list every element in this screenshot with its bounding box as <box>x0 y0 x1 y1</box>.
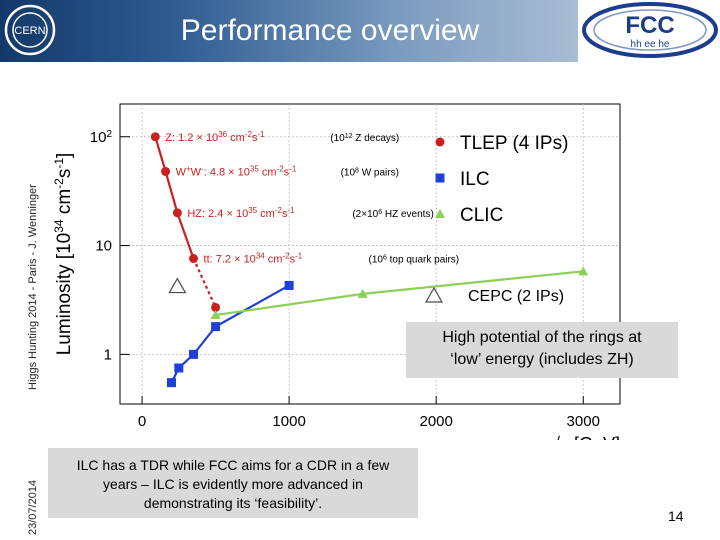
plot-frame <box>119 103 621 405</box>
annotation-z: Z: 1.2 × 1036 cm-2s-1 <box>165 129 265 144</box>
annotation-extra-tt: (106 top quark pairs) <box>369 254 460 265</box>
data-point-tlep-1 <box>161 166 171 176</box>
data-point-ilc-2 <box>189 349 199 359</box>
x-tick-label-1: 1000 <box>272 413 305 430</box>
luminosity-chart: 0 1000 2000 3000 1 10 102 √s [GeV] Luminosity [1… <box>52 103 621 440</box>
sidebar-footer-text: Higgs Hunting 2014 - Paris - J. Wenninge… <box>27 184 39 390</box>
potential-note-line1: High potential of the rings at <box>442 329 642 346</box>
fcc-logo-subtext: hh ee he <box>631 39 670 50</box>
annotation-layer: Z: 1.2 × 1036 cm-2s-1 (1012 Z decays) W+W-… <box>165 129 459 265</box>
data-point-clic-1 <box>357 288 368 298</box>
legend-label-ilc: ILC <box>460 169 490 190</box>
legend-marker-ilc <box>435 173 445 183</box>
data-point-tlep-3 <box>189 254 199 264</box>
potential-note: High potential of the rings at ‘low’ ene… <box>406 322 678 378</box>
fcc-logo: FCC hh ee he <box>582 2 718 58</box>
legend-label-tlep: TLEP (4 IPs) <box>460 133 568 154</box>
series-dotted-tail-tlep <box>192 258 217 308</box>
fcc-logo-text: FCC <box>625 12 674 39</box>
data-point-ilc-0 <box>166 378 176 388</box>
data-point-cepc-0 <box>168 277 187 294</box>
series-line-tlep <box>154 136 195 259</box>
annotation-extra-hz: (2×106 HZ events) <box>352 208 433 220</box>
series-layer <box>150 132 589 388</box>
data-point-ilc-1 <box>174 363 184 373</box>
annotation-extra-ww: (108 W pairs) <box>341 167 399 179</box>
data-point-tlep-0 <box>150 132 160 142</box>
y-tick-label-0: 1 <box>104 346 112 363</box>
series-line-ilc <box>170 284 290 384</box>
legend-layer: TLEP (4 IPs) ILC CLIC CEPC (2 IPs) <box>424 133 568 305</box>
cern-logo: CERN <box>4 4 56 56</box>
annotation-hz: HZ: 2.4 × 1035 cm-2s-1 <box>187 205 295 220</box>
annotation-extra-z: (1012 Z decays) <box>330 132 399 144</box>
page-title: Performance overview <box>180 14 480 47</box>
cern-logo-text: CERN <box>14 25 45 37</box>
x-tick-label-3: 3000 <box>567 413 600 430</box>
sidebar-date: 23/07/2014 <box>27 479 39 535</box>
legend-marker-cepc <box>424 286 444 303</box>
y-tick-label-1: 10 <box>95 238 112 255</box>
legend-marker-tlep <box>435 137 445 147</box>
x-tick-label-0: 0 <box>138 413 146 430</box>
x-axis-label: √s [GeV] <box>550 434 620 440</box>
annotation-ww: W+W-: 4.8 × 1035 cm-2s-1 <box>176 164 297 179</box>
legend-label-cepc: CEPC (2 IPs) <box>468 288 564 305</box>
y-tick-label-2: 102 <box>90 128 113 146</box>
legend-marker-clic <box>435 209 445 218</box>
annotation-tt: tt: 7.2 × 1034 cm-2s-1 <box>204 251 303 265</box>
ilc-note: ILC has a TDR while FCC aims for a CDR i… <box>48 448 418 518</box>
potential-note-line2: ‘low’ energy (includes ZH) <box>450 351 634 368</box>
data-point-ilc-4 <box>284 280 294 290</box>
page-number: 14 <box>668 508 684 524</box>
axes: 0 1000 2000 3000 1 10 102 √s [GeV] Luminosity [1… <box>52 128 620 440</box>
data-point-clic-0 <box>210 310 221 320</box>
data-point-ilc-3 <box>211 322 221 332</box>
x-tick-label-2: 2000 <box>419 413 452 430</box>
header-bar: CERN Performance overview <box>0 0 578 62</box>
y-axis-label: Luminosity [1034 cm-2s-1] <box>52 153 75 356</box>
data-point-tlep-2 <box>172 208 182 218</box>
legend-label-clic: CLIC <box>460 205 503 226</box>
data-point-clic-2 <box>578 266 589 276</box>
data-point-tlep-tail <box>211 302 221 312</box>
